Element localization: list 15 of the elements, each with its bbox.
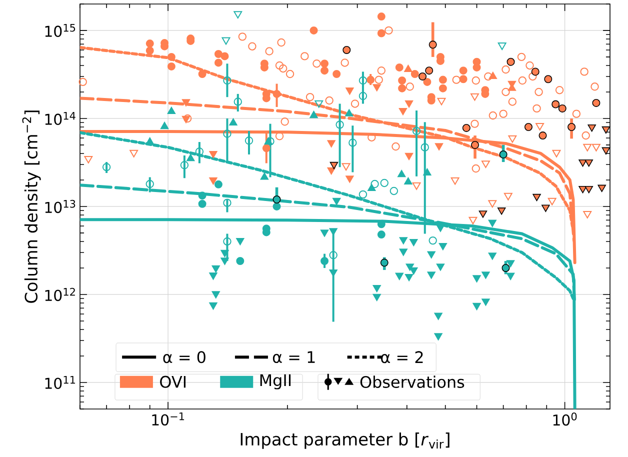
- y-tick-label: 10$^{12}$: [45, 288, 75, 302]
- annotation: α = 1: [272, 351, 315, 364]
- y-tick-label: 10$^{13}$: [45, 200, 76, 214]
- y-tick-label: 10$^{14}$: [45, 112, 76, 125]
- annotation: α = 0: [163, 351, 206, 364]
- y-tick-label: 10$^{15}$: [45, 24, 76, 37]
- x-axis-title: Impact parameter b [r$_{vir}$]: [240, 432, 450, 449]
- annotation: MgII: [260, 374, 291, 390]
- annotation: α = 2: [381, 351, 423, 364]
- y-axis-title: Column density [cm$^{−2}$]: [22, 110, 41, 303]
- annotation: Observations: [360, 376, 464, 388]
- x-tick-label: 10$^{−1}$: [152, 412, 184, 426]
- annotation: OVI: [160, 376, 186, 388]
- y-tick-label: 10$^{11}$: [45, 376, 76, 390]
- x-tick-label: 10$^{0}$: [553, 412, 577, 426]
